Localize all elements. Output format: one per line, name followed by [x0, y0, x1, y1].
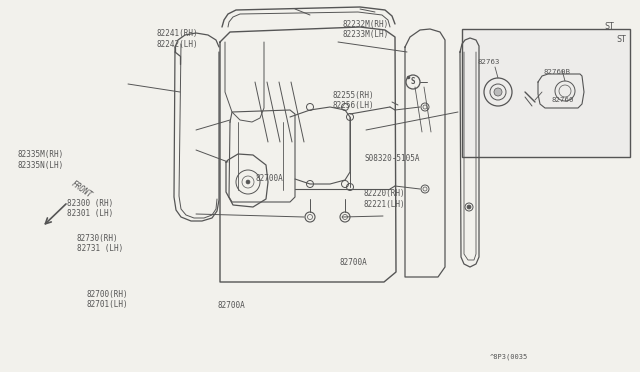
Text: 82700A: 82700A: [256, 174, 284, 183]
Text: ST: ST: [604, 22, 614, 31]
Text: ST: ST: [616, 35, 626, 44]
Text: 82700A: 82700A: [218, 301, 245, 310]
Text: ^8P3(0035: ^8P3(0035: [490, 353, 528, 360]
Text: 82700A: 82700A: [339, 258, 367, 267]
Circle shape: [467, 150, 471, 154]
Text: 82763: 82763: [478, 59, 500, 65]
Text: 82700(RH)
82701(LH): 82700(RH) 82701(LH): [86, 290, 128, 309]
Text: 82335M(RH)
82335N(LH): 82335M(RH) 82335N(LH): [18, 150, 64, 170]
Circle shape: [467, 205, 471, 209]
Text: 82232M(RH)
82233M(LH): 82232M(RH) 82233M(LH): [342, 20, 388, 39]
Text: FRONT: FRONT: [70, 179, 94, 200]
Text: 82241(RH)
82242(LH): 82241(RH) 82242(LH): [157, 29, 198, 49]
Text: 82255(RH)
82256(LH): 82255(RH) 82256(LH): [333, 91, 374, 110]
Circle shape: [246, 180, 250, 184]
Text: 82300 (RH)
82301 (LH): 82300 (RH) 82301 (LH): [67, 199, 113, 218]
Text: 82760: 82760: [552, 97, 575, 103]
Text: S08320-5105A: S08320-5105A: [365, 154, 420, 163]
Circle shape: [494, 88, 502, 96]
Text: S: S: [411, 77, 415, 87]
Text: 82730(RH)
82731 (LH): 82730(RH) 82731 (LH): [77, 234, 123, 253]
Circle shape: [467, 90, 471, 94]
Text: 82220(RH)
82221(LH): 82220(RH) 82221(LH): [364, 189, 405, 209]
Text: 82760B: 82760B: [544, 69, 571, 75]
FancyBboxPatch shape: [462, 29, 630, 157]
